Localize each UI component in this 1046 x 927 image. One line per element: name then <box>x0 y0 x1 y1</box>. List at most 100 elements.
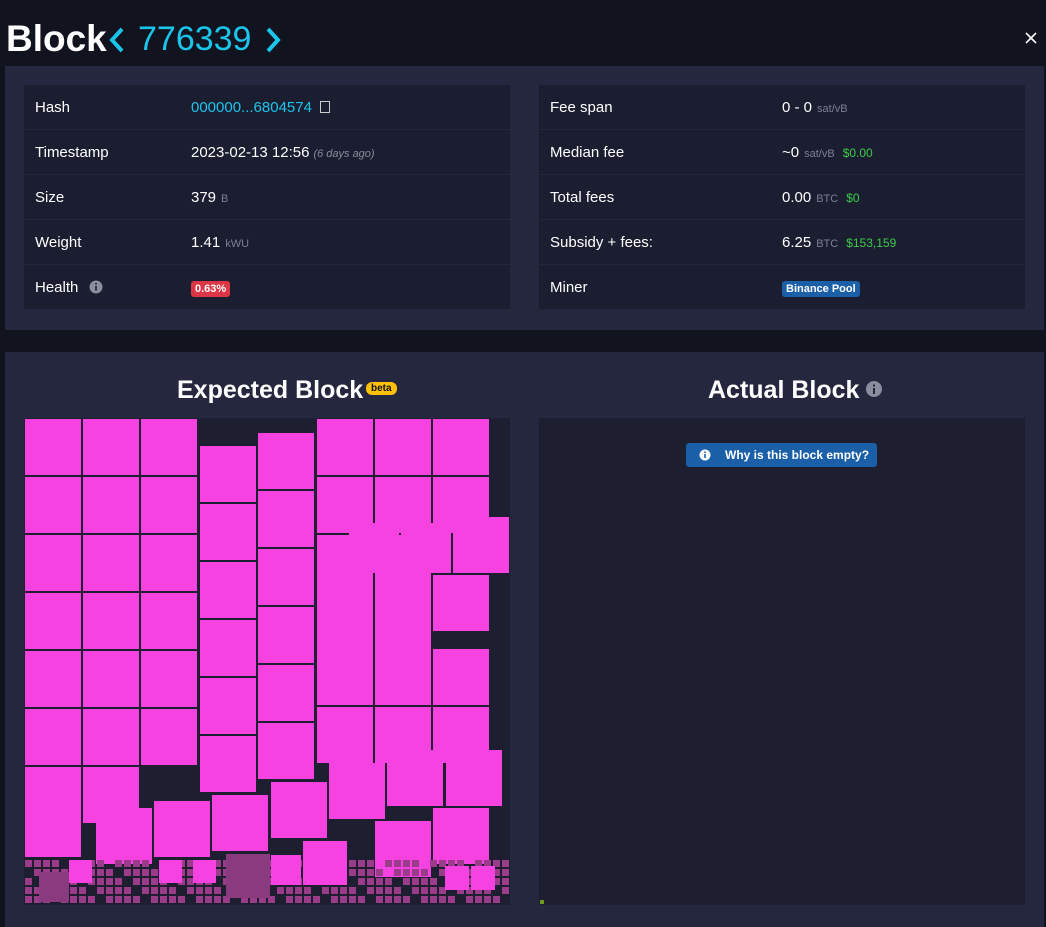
tx-square[interactable] <box>376 869 383 876</box>
tx-square[interactable] <box>83 535 139 591</box>
tx-square[interactable] <box>115 896 122 903</box>
tx-square[interactable] <box>83 593 139 649</box>
tx-square[interactable] <box>349 869 356 876</box>
tx-square[interactable] <box>169 896 176 903</box>
tx-square[interactable] <box>493 869 500 876</box>
tx-square[interactable] <box>200 620 256 676</box>
tx-square[interactable] <box>439 860 446 867</box>
tx-square[interactable] <box>142 878 149 885</box>
tx-square[interactable] <box>295 887 302 894</box>
tx-square[interactable] <box>115 887 122 894</box>
tx-square[interactable] <box>25 878 32 885</box>
tx-square[interactable] <box>493 878 500 885</box>
tx-square[interactable] <box>187 878 194 885</box>
tx-square[interactable] <box>43 860 50 867</box>
tx-square[interactable] <box>97 887 104 894</box>
tx-square[interactable] <box>25 860 32 867</box>
tx-square[interactable] <box>403 860 410 867</box>
tx-square[interactable] <box>258 433 314 489</box>
tx-square[interactable] <box>258 491 314 547</box>
tx-square[interactable] <box>83 709 139 765</box>
tx-square[interactable] <box>349 860 356 867</box>
tx-square[interactable] <box>367 860 374 867</box>
tx-square[interactable] <box>214 887 221 894</box>
tx-square[interactable] <box>271 782 327 838</box>
tx-square[interactable] <box>124 887 131 894</box>
tx-square[interactable] <box>403 878 410 885</box>
tx-square[interactable] <box>151 887 158 894</box>
tx-square[interactable] <box>502 878 509 885</box>
next-icon[interactable] <box>262 26 284 54</box>
tx-square[interactable] <box>97 860 104 867</box>
tx-square[interactable] <box>214 896 221 903</box>
tx-square[interactable] <box>313 896 320 903</box>
tx-square[interactable] <box>376 896 383 903</box>
tx-square[interactable] <box>133 869 140 876</box>
tx-square[interactable] <box>200 562 256 618</box>
tx-square[interactable] <box>421 887 428 894</box>
tx-square[interactable] <box>484 896 491 903</box>
tx-square[interactable] <box>331 896 338 903</box>
tx-square[interactable] <box>124 869 131 876</box>
tx-square[interactable] <box>200 736 256 792</box>
tx-square[interactable] <box>277 887 284 894</box>
tx-square[interactable] <box>433 707 489 763</box>
tx-square[interactable] <box>205 887 212 894</box>
copy-icon[interactable] <box>319 101 330 113</box>
tx-square[interactable] <box>115 860 122 867</box>
tx-square[interactable] <box>142 887 149 894</box>
tx-square[interactable] <box>151 896 158 903</box>
tx-square[interactable] <box>34 896 41 903</box>
tx-square[interactable] <box>133 896 140 903</box>
tx-square[interactable] <box>151 869 158 876</box>
tx-square[interactable] <box>433 575 489 631</box>
tx-square[interactable] <box>106 887 113 894</box>
tx-square[interactable] <box>304 887 311 894</box>
tx-square[interactable] <box>141 477 197 533</box>
info-icon[interactable] <box>865 380 883 398</box>
tx-square[interactable] <box>475 860 482 867</box>
tx-square[interactable] <box>178 896 185 903</box>
tx-square[interactable] <box>159 860 182 883</box>
empty-notice[interactable]: Why is this block empty? <box>686 443 877 467</box>
tx-square[interactable] <box>340 887 347 894</box>
tx-square[interactable] <box>403 896 410 903</box>
tx-square[interactable] <box>433 419 489 475</box>
tx-square[interactable] <box>433 808 489 864</box>
tx-square[interactable] <box>268 896 275 903</box>
tx-square[interactable] <box>385 860 392 867</box>
tx-square[interactable] <box>25 651 81 707</box>
tx-square[interactable] <box>97 878 104 885</box>
tx-square[interactable] <box>214 869 221 876</box>
tx-square[interactable] <box>376 887 383 894</box>
tx-square[interactable] <box>394 896 401 903</box>
tx-square[interactable] <box>445 866 469 890</box>
tx-square[interactable] <box>258 723 314 779</box>
tx-square[interactable] <box>106 878 113 885</box>
tx-square[interactable] <box>448 860 455 867</box>
tx-square[interactable] <box>79 887 86 894</box>
tx-square[interactable] <box>412 887 419 894</box>
tx-square[interactable] <box>212 795 268 851</box>
tx-square[interactable] <box>394 860 401 867</box>
tx-square[interactable] <box>88 896 95 903</box>
tx-square[interactable] <box>97 869 104 876</box>
tx-square[interactable] <box>358 869 365 876</box>
tx-square[interactable] <box>493 896 500 903</box>
tx-square[interactable] <box>69 860 92 883</box>
tx-square[interactable] <box>385 878 392 885</box>
info-icon[interactable] <box>89 280 103 294</box>
tx-square[interactable] <box>439 896 446 903</box>
tx-square[interactable] <box>196 887 203 894</box>
tx-square[interactable] <box>401 523 451 573</box>
tx-square[interactable] <box>367 887 374 894</box>
tx-square[interactable] <box>349 896 356 903</box>
tx-square[interactable] <box>187 869 194 876</box>
tx-square[interactable] <box>394 869 401 876</box>
tx-square[interactable] <box>295 896 302 903</box>
tx-square[interactable] <box>142 860 149 867</box>
tx-square[interactable] <box>214 860 221 867</box>
tx-square[interactable] <box>385 887 392 894</box>
tx-square[interactable] <box>106 869 113 876</box>
tx-square[interactable] <box>151 878 158 885</box>
